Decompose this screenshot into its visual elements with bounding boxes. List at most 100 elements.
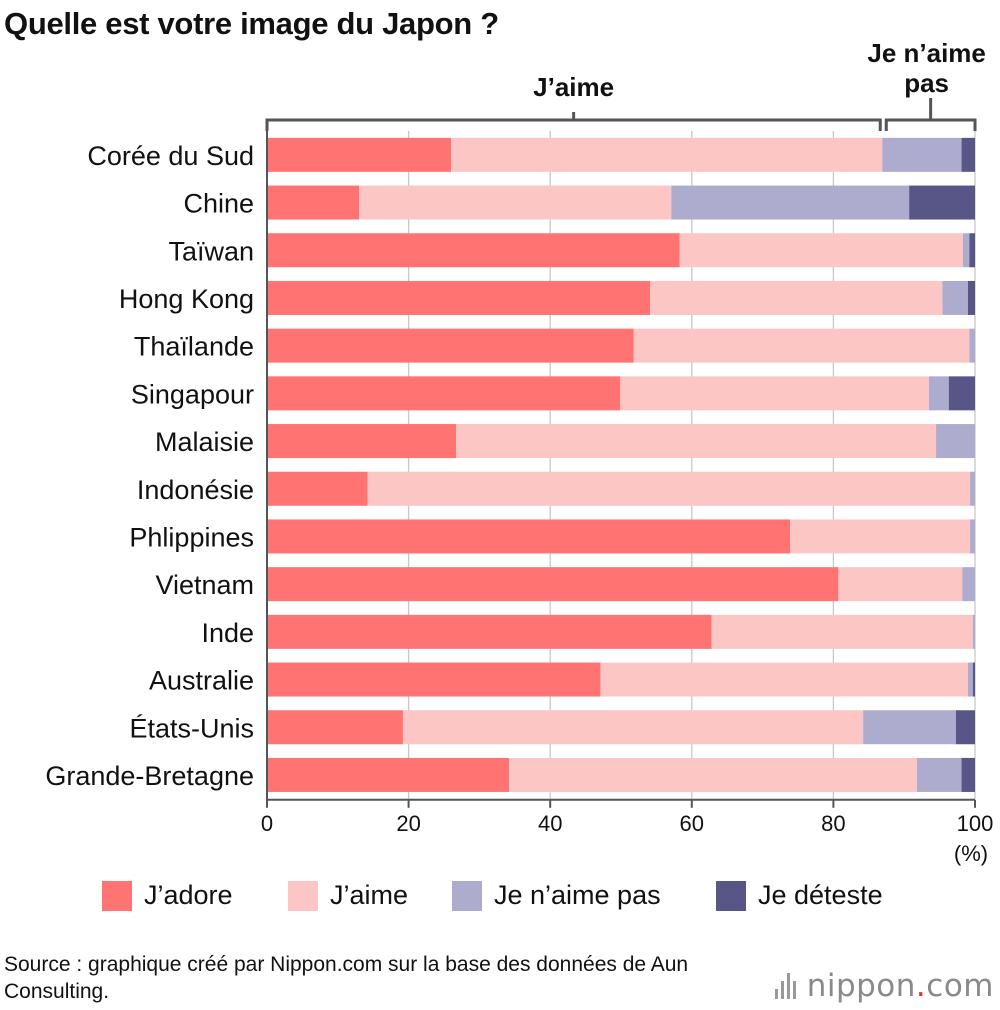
source-note: Source : graphique créé par Nippon.com s… [4,953,689,1003]
bar-segment [451,137,883,172]
x-tick-label: 20 [396,811,420,836]
category-label: Corée du Sud [87,141,254,171]
category-label: Thaïlande [134,332,254,362]
bar-segment [955,710,975,745]
legend-item: Je déteste [716,880,883,911]
bar-segment [267,662,601,697]
category-label: Singapour [131,379,254,409]
legend-label: Je déteste [758,880,883,910]
dislike-brace [884,98,977,131]
legend-item: Je n’aime pas [452,880,661,911]
bar-segment [928,376,949,411]
bar-segment [948,376,975,411]
bars [267,137,975,792]
category-label: Taïwan [168,236,254,266]
x-axis: 0 20 40 60 80 100 [261,127,993,836]
x-tick-label: 60 [680,811,704,836]
bar-segment [267,137,452,172]
logo-mark-icon [774,973,799,999]
bar-segment [962,233,970,268]
bar-segment [633,328,970,363]
legend-swatch [716,880,746,911]
bar-segment [267,757,510,792]
bar-segment [863,710,956,745]
x-tick-label: 100 [957,811,994,836]
gridlines [407,131,976,799]
bar-segment [916,757,962,792]
bar-segment [367,471,971,506]
bar-segment [509,757,917,792]
bar-segment [969,328,975,363]
category-label: Grande-Bretagne [45,761,254,791]
bar-segment [970,519,975,554]
legend-item: J’adore [102,880,233,911]
legend-item: J’aime [288,880,408,911]
bar-segment [961,137,975,172]
bar-segment [969,233,975,268]
category-label: Phlippines [129,522,254,552]
category-label: Hong Kong [119,284,254,314]
bar-segment [882,137,962,172]
category-label: Malaisie [155,427,254,457]
bar-segment [909,185,975,220]
bar-segment [650,280,943,315]
bar-segment [267,424,457,459]
bar-segment [962,567,975,602]
legend-swatch [102,880,132,911]
like-brace [265,112,882,131]
legend-label: J’aime [330,880,409,910]
bar-segment [711,614,973,649]
legend-label: J’adore [144,880,233,910]
bar-segment [679,233,963,268]
bar-segment [402,710,864,745]
bar-segment [790,519,971,554]
x-tick-label: 40 [538,811,562,836]
x-tick-label: 0 [261,811,273,836]
category-label: Indonésie [137,475,254,505]
x-axis-unit: (%) [954,841,988,866]
category-label: États-Unis [129,713,254,743]
bar-segment [267,376,621,411]
like-brace-label: J’aime [533,72,614,102]
bar-segment [972,662,975,697]
legend-swatch [452,880,482,911]
chart-title: Quelle est votre image du Japon ? [4,6,499,41]
stacked-bar-chart: J’aime Je n’aime pas Corée du Sud Chine Ta… [45,38,993,866]
dislike-brace-label-line2: pas [904,68,949,98]
legend: J’adore J’aime Je n’aime pas Je déteste [0,880,1000,920]
bar-segment [267,328,634,363]
bar-segment [671,185,910,220]
category-label: Chine [183,189,254,219]
bar-segment [967,280,975,315]
bar-segment [972,614,975,649]
bar-segment [267,233,680,268]
bar-segment [267,614,712,649]
bar-segment [961,757,975,792]
bar-segment [267,280,651,315]
bar-segment [970,471,975,506]
category-labels: Corée du Sud Chine Taïwan Hong Kong Thaïland… [45,141,254,791]
bar-segment [267,567,839,602]
legend-label: Je n’aime pas [494,880,661,910]
category-label: Australie [149,666,254,696]
category-braces: J’aime Je n’aime pas [265,38,986,131]
legend-swatch [288,880,318,911]
category-label: Inde [201,618,254,648]
category-label: Vietnam [155,570,254,600]
bar-segment [936,424,975,459]
bar-segment [267,519,791,554]
bar-segment [838,567,963,602]
bar-segment [267,185,360,220]
bar-segment [267,710,403,745]
logo-wordmark: nippon.com [806,968,994,1004]
x-tick-label: 80 [821,811,845,836]
nippon-logo: nippon.com [774,968,994,1004]
bar-segment [942,280,968,315]
bar-segment [967,662,973,697]
bar-segment [456,424,937,459]
bar-segment [359,185,672,220]
bar-segment [620,376,929,411]
bar-segment [267,471,368,506]
dislike-brace-label-line1: Je n’aime [867,38,986,68]
bar-segment [600,662,968,697]
